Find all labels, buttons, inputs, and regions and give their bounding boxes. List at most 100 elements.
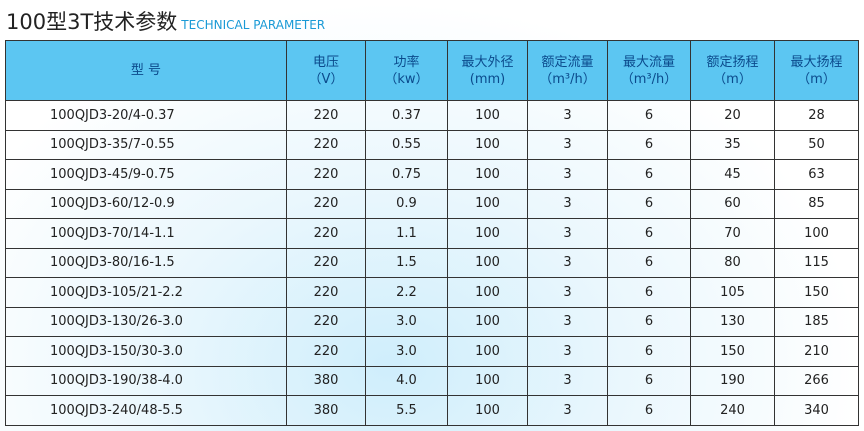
column-header: 额定流量 （m³/h） bbox=[527, 40, 608, 101]
model-cell: 100QJD3-105/21-2.2 bbox=[5, 277, 287, 308]
value-cell: 3 bbox=[527, 306, 608, 337]
value-cell: 210 bbox=[774, 336, 859, 367]
table-row: 100QJD3-105/21-2.2 220 2.2 100 3 6 105 150 bbox=[5, 277, 859, 308]
value-cell: 3 bbox=[527, 395, 608, 426]
model-cell: 100QJD3-130/26-3.0 bbox=[5, 306, 287, 337]
value-cell: 220 bbox=[286, 336, 366, 367]
column-header: 最大流量 （m³/h） bbox=[607, 40, 691, 101]
value-cell: 100 bbox=[447, 129, 528, 160]
value-cell: 100 bbox=[447, 365, 528, 396]
value-cell: 100 bbox=[447, 395, 528, 426]
value-cell: 3 bbox=[527, 129, 608, 160]
value-cell: 3 bbox=[527, 100, 608, 131]
table-row: 100QJD3-35/7-0.55 220 0.55 100 3 6 35 50 bbox=[5, 129, 859, 160]
header-line: 最大外径 bbox=[461, 54, 514, 70]
table-body: 100QJD3-20/4-0.37 220 0.37 100 3 6 20 28 100QJD3… bbox=[5, 100, 859, 426]
title: 100型3T技术参数 TECHNICAL PARAMETER bbox=[6, 6, 325, 36]
value-cell: 3 bbox=[527, 218, 608, 249]
value-cell: 100 bbox=[447, 159, 528, 190]
value-cell: 266 bbox=[774, 365, 859, 396]
value-cell: 6 bbox=[607, 336, 691, 367]
value-cell: 130 bbox=[690, 306, 775, 337]
value-cell: 1.5 bbox=[365, 247, 448, 278]
value-cell: 63 bbox=[774, 159, 859, 190]
value-cell: 100 bbox=[447, 277, 528, 308]
value-cell: 6 bbox=[607, 159, 691, 190]
value-cell: 100 bbox=[447, 306, 528, 337]
header-line: （m） bbox=[797, 71, 836, 87]
subtitle: TECHNICAL PARAMETER bbox=[181, 18, 326, 32]
table-row: 100QJD3-240/48-5.5 380 5.5 100 3 6 240 340 bbox=[5, 395, 859, 426]
model-cell: 100QJD3-80/16-1.5 bbox=[5, 247, 287, 278]
value-cell: 150 bbox=[774, 277, 859, 308]
model-cell: 100QJD3-240/48-5.5 bbox=[5, 395, 287, 426]
value-cell: 100 bbox=[774, 218, 859, 249]
value-cell: 220 bbox=[286, 247, 366, 278]
value-cell: 190 bbox=[690, 365, 775, 396]
value-cell: 3 bbox=[527, 247, 608, 278]
param-table: 型 号电压 （V） 功率 （kw） 最大外径 (mm) 额定流量 （m³/h） 最大流量 （m³/… bbox=[5, 40, 859, 426]
value-cell: 220 bbox=[286, 159, 366, 190]
model-cell: 100QJD3-190/38-4.0 bbox=[5, 365, 287, 396]
value-cell: 6 bbox=[607, 188, 691, 219]
column-header: 功率 （kw） bbox=[365, 40, 448, 101]
model-cell: 100QJD3-150/30-3.0 bbox=[5, 336, 287, 367]
value-cell: 6 bbox=[607, 277, 691, 308]
value-cell: 60 bbox=[690, 188, 775, 219]
table-row: 100QJD3-190/38-4.0 380 4.0 100 3 6 190 266 bbox=[5, 365, 859, 396]
value-cell: 3 bbox=[527, 336, 608, 367]
value-cell: 80 bbox=[690, 247, 775, 278]
header-line: 电压 bbox=[312, 54, 339, 70]
value-cell: 100 bbox=[447, 188, 528, 219]
value-cell: 100 bbox=[447, 100, 528, 131]
model-cell: 100QJD3-35/7-0.55 bbox=[5, 129, 287, 160]
header-line: 功率 bbox=[393, 54, 420, 70]
value-cell: 6 bbox=[607, 306, 691, 337]
value-cell: 220 bbox=[286, 306, 366, 337]
column-header: 型 号 bbox=[5, 40, 287, 101]
value-cell: 185 bbox=[774, 306, 859, 337]
value-cell: 3.0 bbox=[365, 306, 448, 337]
value-cell: 220 bbox=[286, 277, 366, 308]
column-header: 最大扬程 （m） bbox=[774, 40, 859, 101]
value-cell: 115 bbox=[774, 247, 859, 278]
header-line: （m³/h） bbox=[539, 71, 596, 87]
value-cell: 6 bbox=[607, 395, 691, 426]
value-cell: 100 bbox=[447, 336, 528, 367]
value-cell: 35 bbox=[690, 129, 775, 160]
table-row: 100QJD3-20/4-0.37 220 0.37 100 3 6 20 28 bbox=[5, 100, 859, 131]
value-cell: 220 bbox=[286, 218, 366, 249]
header-line: （m） bbox=[713, 71, 752, 87]
table-row: 100QJD3-60/12-0.9 220 0.9 100 3 6 60 85 bbox=[5, 188, 859, 219]
header-line: 型 号 bbox=[130, 63, 162, 78]
value-cell: 150 bbox=[690, 336, 775, 367]
value-cell: 105 bbox=[690, 277, 775, 308]
header-line: （V） bbox=[308, 71, 344, 87]
column-header: 电压 （V） bbox=[286, 40, 366, 101]
table-row: 100QJD3-70/14-1.1 220 1.1 100 3 6 70 100 bbox=[5, 218, 859, 249]
value-cell: 70 bbox=[690, 218, 775, 249]
table-row: 100QJD3-150/30-3.0 220 3.0 100 3 6 150 210 bbox=[5, 336, 859, 367]
table-row: 100QJD3-130/26-3.0 220 3.0 100 3 6 130 185 bbox=[5, 306, 859, 337]
value-cell: 0.75 bbox=[365, 159, 448, 190]
value-cell: 380 bbox=[286, 395, 366, 426]
value-cell: 3 bbox=[527, 159, 608, 190]
header-line: 额定流量 bbox=[541, 54, 594, 70]
table-row: 100QJD3-80/16-1.5 220 1.5 100 3 6 80 115 bbox=[5, 247, 859, 278]
value-cell: 340 bbox=[774, 395, 859, 426]
value-cell: 6 bbox=[607, 365, 691, 396]
value-cell: 6 bbox=[607, 129, 691, 160]
header-line: （m³/h） bbox=[620, 71, 678, 87]
value-cell: 3 bbox=[527, 188, 608, 219]
value-cell: 6 bbox=[607, 218, 691, 249]
value-cell: 3 bbox=[527, 365, 608, 396]
header-line: 最大流量 bbox=[622, 54, 675, 70]
value-cell: 50 bbox=[774, 129, 859, 160]
value-cell: 0.55 bbox=[365, 129, 448, 160]
header-row: 型 号电压 （V） 功率 （kw） 最大外径 (mm) 额定流量 （m³/h） 最大流量 （m³/… bbox=[5, 40, 859, 101]
value-cell: 3.0 bbox=[365, 336, 448, 367]
value-cell: 85 bbox=[774, 188, 859, 219]
value-cell: 100 bbox=[447, 218, 528, 249]
value-cell: 20 bbox=[690, 100, 775, 131]
